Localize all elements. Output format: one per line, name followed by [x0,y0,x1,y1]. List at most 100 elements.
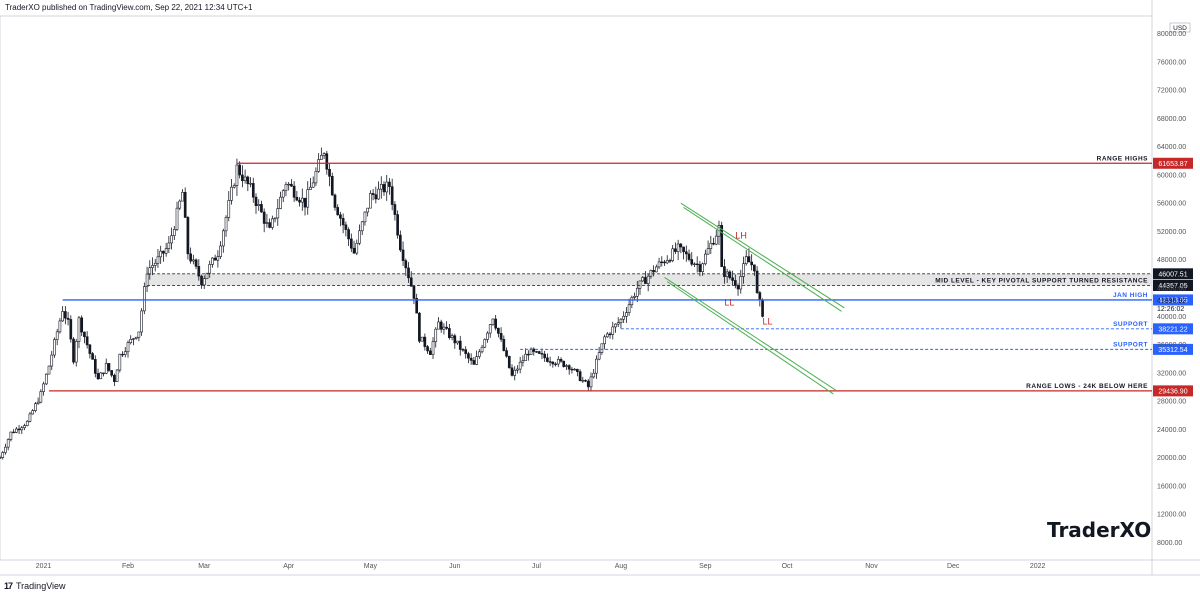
candle-down [409,277,413,287]
candle-down [423,336,427,347]
candle-up [249,183,252,185]
candle-up [137,331,141,338]
support-1-tag-text: 38221.22 [1158,326,1187,333]
candle-down [390,186,394,205]
candle-up [20,427,24,431]
candle-down [85,336,89,346]
candle-down [546,357,549,362]
candle-up [619,318,623,323]
candle-down [540,353,544,355]
candle-down [494,318,497,329]
x-tick-label: Oct [782,563,793,570]
time-axis[interactable]: 2021 Feb Mar Apr May Jun Jul Aug Sep Oct Nov Dec 202… [36,563,1046,570]
candle-down [404,260,408,269]
x-tick-label: 2022 [1030,563,1046,570]
candle-up [44,373,48,385]
mid-level-lower-tag [1153,279,1193,291]
candle-up [39,391,43,403]
candle-up [129,339,133,343]
candle-down [69,319,73,340]
candle-up [491,318,495,325]
candle-down [388,181,391,187]
candle-down [567,365,571,370]
y-tick-label: 12000.00 [1157,512,1186,519]
mid-level-zone-fill [147,273,1152,286]
candle-up [192,259,195,262]
candle-up [709,242,713,249]
y-tick-label: 16000.00 [1157,483,1186,490]
candle-up [227,200,231,218]
candle-up [595,358,598,374]
candle-down [262,211,266,224]
range-lows-tag-text: 29436.90 [1158,388,1187,395]
jan-high-tag-text: 42313.05 [1158,297,1187,304]
tradingview-brand[interactable]: TradingView [16,581,66,591]
candle-up [529,348,533,355]
candle-up [232,185,236,188]
candle-up [603,336,606,345]
candles [0,147,764,460]
candle-up [243,176,247,181]
candle-down [576,368,579,372]
candle-down [510,367,514,376]
candle-down [110,370,113,376]
candle-down [537,351,541,354]
candle-down [687,253,691,260]
y-tick-label: 80000.00 [1157,31,1186,38]
y-tick-label: 8000.00 [1157,540,1182,547]
descending-channel [664,202,845,395]
candle-up [47,365,51,375]
candle-up [693,263,696,266]
candle-up [450,335,454,338]
candle-down [559,359,563,362]
candle-up [123,351,127,355]
candle-down [548,361,552,363]
candle-down [298,199,301,203]
y-tick-label: 68000.00 [1157,116,1186,123]
support-2-tag-text: 35312.54 [1158,347,1187,354]
candle-up [638,280,642,289]
candle-down [723,266,726,277]
y-tick-label: 48000.00 [1157,257,1186,264]
range-highs-label: RANGE HIGHS [1097,155,1149,162]
candle-up [516,368,519,371]
x-tick-label: Aug [615,563,628,570]
candle-up [143,286,146,312]
candle-down [543,353,547,359]
range-highs-tag [1153,157,1193,169]
footer: 17 TradingView [4,581,66,591]
candle-up [279,196,282,209]
candle-up [477,351,481,357]
candle-up [306,189,310,208]
candle-down [728,271,732,279]
candle-down [644,277,647,284]
candle-down [107,363,111,371]
candle-up [1,452,5,458]
candle-up [556,359,560,365]
candle-up [6,439,10,448]
candle-up [589,376,593,388]
x-tick-label: May [364,563,378,570]
candle-down [183,191,187,218]
candle-up [625,312,628,317]
candle-down [554,363,557,366]
candle-up [287,183,291,186]
price-axis[interactable]: USD 8000.00 12000.00 16000.00 20000.00 24000.… [1157,22,1191,547]
candle-up [742,263,745,277]
candle-up [322,153,326,156]
candle-up [649,270,653,277]
currency-box [1169,22,1191,33]
candle-up [216,256,220,261]
candle-up [164,248,168,254]
candle-up [156,256,160,264]
candle-up [739,276,743,290]
candle-up [221,230,225,247]
candle-up [126,342,130,353]
candle-up [300,197,304,203]
candle-up [159,250,163,258]
y-tick-label: 64000.00 [1157,144,1186,151]
candle-down [464,349,468,354]
candle-down [64,311,67,319]
candle-down [570,368,574,371]
